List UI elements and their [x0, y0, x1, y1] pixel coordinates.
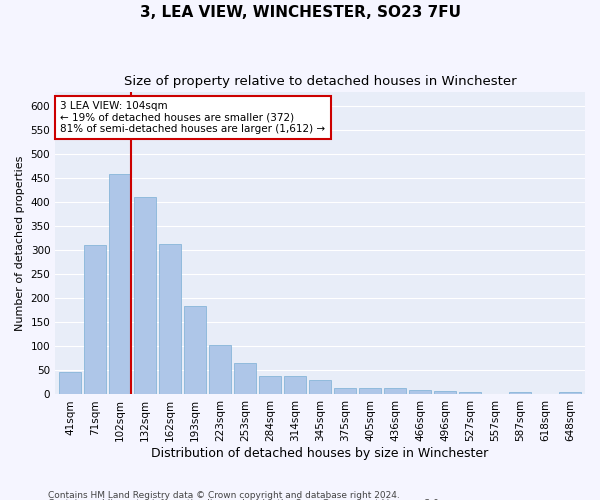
- Bar: [84, 245, 106, 394]
- Bar: [259, 376, 281, 394]
- Bar: [384, 388, 406, 394]
- X-axis label: Distribution of detached houses by size in Winchester: Distribution of detached houses by size …: [151, 447, 489, 460]
- Bar: [334, 388, 356, 394]
- Text: 3, LEA VIEW, WINCHESTER, SO23 7FU: 3, LEA VIEW, WINCHESTER, SO23 7FU: [139, 5, 461, 20]
- Bar: [109, 174, 131, 394]
- Bar: [434, 390, 456, 394]
- Bar: [234, 363, 256, 394]
- Bar: [459, 392, 481, 394]
- Bar: [359, 388, 382, 394]
- Text: 3 LEA VIEW: 104sqm
← 19% of detached houses are smaller (372)
81% of semi-detach: 3 LEA VIEW: 104sqm ← 19% of detached hou…: [61, 101, 326, 134]
- Text: Contains public sector information licensed under the Open Government Licence v3: Contains public sector information licen…: [48, 499, 442, 500]
- Bar: [284, 376, 307, 394]
- Bar: [209, 344, 232, 395]
- Bar: [309, 380, 331, 394]
- Bar: [159, 244, 181, 394]
- Bar: [184, 306, 206, 394]
- Bar: [509, 392, 531, 394]
- Y-axis label: Number of detached properties: Number of detached properties: [15, 156, 25, 331]
- Bar: [59, 372, 82, 394]
- Bar: [409, 390, 431, 394]
- Bar: [559, 392, 581, 394]
- Title: Size of property relative to detached houses in Winchester: Size of property relative to detached ho…: [124, 75, 517, 88]
- Text: Contains HM Land Registry data © Crown copyright and database right 2024.: Contains HM Land Registry data © Crown c…: [48, 490, 400, 500]
- Bar: [134, 197, 157, 394]
